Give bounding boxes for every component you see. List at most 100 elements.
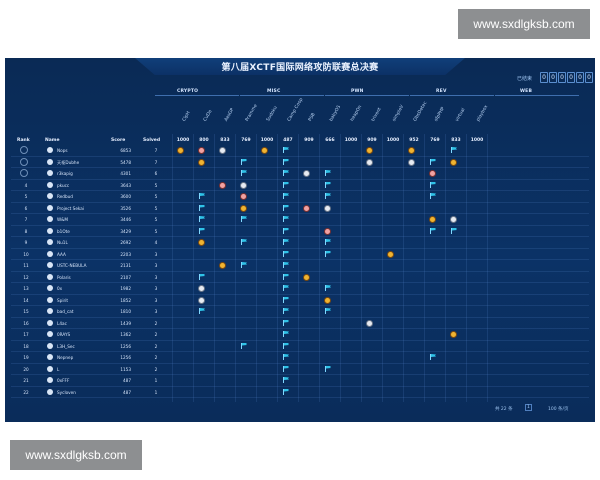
timer-digit: 0 [558,72,566,83]
team-avatar [47,354,53,360]
table-row[interactable]: 18 L3H_Sec 1256 2 [11,341,589,352]
countdown-timer: 0 0 0 0 0 0 [540,72,593,83]
team-score: 2692 [120,240,131,245]
title-bar [135,58,465,75]
table-row[interactable]: 3r3kapig43016 [11,168,589,179]
challenge-score: 1000 [386,138,400,143]
table-row[interactable]: 2天枢Dubhe54787 [11,157,589,168]
table-row[interactable]: 17 0RAYS 1362 2 [11,329,589,340]
challenge-name: Pramme [245,103,259,123]
first-blood-gold-icon [262,148,267,153]
rank-badge-icon [20,157,28,166]
row-divider [11,236,589,237]
table-row[interactable]: 22 Sycloven 487 1 [11,387,589,398]
team-name: Nops [57,148,68,153]
challenge-score: 909 [367,138,377,143]
team-name: bad_cat [57,309,74,314]
team-solved: 3 [154,263,158,268]
challenge-name: simpleV [392,104,406,123]
challenge-name: trivent [371,107,383,123]
team-avatar [47,273,53,280]
category-pwn: PWN [351,89,364,94]
grid-line [319,134,320,402]
team-solved: 7 [154,148,158,153]
team-score: 5478 [120,159,131,165]
challenge-score: 769 [430,138,440,143]
rank-badge-icon [20,169,28,177]
table-row[interactable]: 6 Project Sekai 3526 5 [11,203,589,214]
table-row[interactable]: 14 Spirit 1852 3 [11,295,589,306]
first-blood-silver-icon [199,297,204,303]
team-rank: 14 [23,297,29,303]
table-row[interactable]: 19 Nepnep 1256 2 [11,352,589,363]
team-name: Nu1L [57,240,68,245]
grid-line [361,134,362,402]
challenge-score: 800 [199,138,209,143]
table-row[interactable]: 5 Redbud 3600 5 [11,191,589,202]
table-row[interactable]: 7 W&M 3446 5 [11,214,589,225]
challenge-score: 666 [325,138,335,143]
first-blood-bronze-icon [220,182,225,188]
table-row[interactable]: 20 L 1153 2 [11,364,589,375]
col-rank: Rank [17,138,30,143]
page-button[interactable] [525,404,532,411]
category-divider [240,95,324,96]
category-divider [325,95,409,96]
challenge-score: 487 [283,138,293,143]
team-name: pkucc [57,182,70,188]
table-row[interactable]: 13 0x 1982 3 [11,283,589,294]
row-divider [11,155,589,157]
challenge-name: CipH [182,110,192,123]
team-name: b1Ote [57,228,70,234]
team-score: 6853 [120,148,131,153]
per-page-select[interactable]: 100 条/页 [548,407,569,412]
page-title: 第八届XCTF国际网络攻防联赛总决赛 [221,63,379,73]
table-row[interactable]: 4 pkucc 3643 5 [11,180,589,191]
challenge-score: 833 [451,138,461,143]
row-divider [11,224,589,226]
table-row[interactable]: 16 L4ac 1439 2 [11,318,589,329]
team-rank: 22 [23,389,29,395]
challenge-name: sfpPHP [434,106,447,123]
table-row[interactable]: 1Nops68537 [11,145,589,156]
team-avatar [47,262,53,268]
challenge-score: 833 [220,138,230,143]
score-grid [11,134,589,402]
row-divider [11,167,589,168]
table-row[interactable]: 11 USTC-NEBULA 2131 3 [11,260,589,271]
grid-line [193,134,194,402]
team-name: USTC-NEBULA [57,263,87,268]
row-divider [11,247,589,249]
first-blood-silver-icon [409,159,414,165]
team-solved: 3 [154,274,158,280]
timer-digit: 0 [576,72,584,83]
team-solved: 3 [154,251,158,257]
team-name: 天枢Dubhe [57,159,80,165]
table-row[interactable]: 15 bad_cat 1810 3 [11,306,589,317]
timer-label: 已结束 [517,76,533,82]
team-avatar [47,239,53,245]
team-avatar [47,170,53,176]
first-blood-silver-icon [367,159,372,165]
first-blood-silver-icon [325,205,330,211]
table-row[interactable]: 21 0xFFF 487 1 [11,375,589,386]
team-avatar [47,319,53,326]
page-number[interactable]: 1 [527,405,530,410]
timer-digit: 0 [567,72,575,83]
table-row[interactable]: 12 Polaris 2107 3 [11,272,589,283]
row-divider [11,178,589,180]
team-avatar [47,342,53,349]
first-blood-silver-icon [199,286,204,291]
team-rank: 19 [23,355,29,360]
table-row[interactable]: 9 Nu1L 2692 4 [11,237,589,248]
challenge-name: AesGP [224,107,236,123]
category-web: WEB [520,89,533,94]
table-row[interactable]: 8 b1Ote 3429 5 [11,226,589,237]
challenge-name: Sudoku [266,105,279,123]
table-row[interactable]: 10 AAA 2203 3 [11,249,589,260]
team-avatar [47,285,53,291]
team-solved: 3 [154,309,158,314]
challenge-score: 1000 [344,138,358,143]
team-solved: 5 [154,182,158,188]
challenge-name: ObsDetec [413,100,429,123]
